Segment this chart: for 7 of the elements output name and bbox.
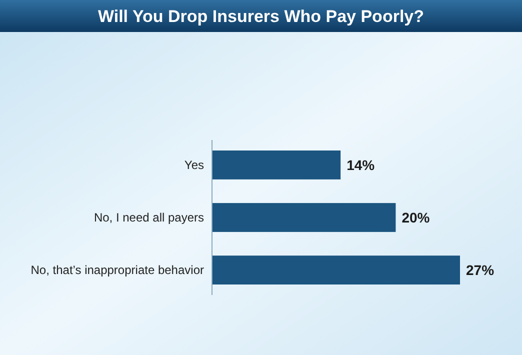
data-label: 14% bbox=[346, 156, 376, 173]
y-tick-label: No, I need all payers bbox=[94, 210, 204, 224]
chart-title: Will You Drop Insurers Who Pay Poorly? bbox=[98, 7, 424, 26]
y-tick-label: Yes bbox=[184, 158, 204, 172]
y-tick-label: No, that’s inappropriate behavior bbox=[30, 263, 204, 278]
data-label: 27% bbox=[466, 262, 495, 278]
data-label: 20% bbox=[402, 210, 430, 226]
